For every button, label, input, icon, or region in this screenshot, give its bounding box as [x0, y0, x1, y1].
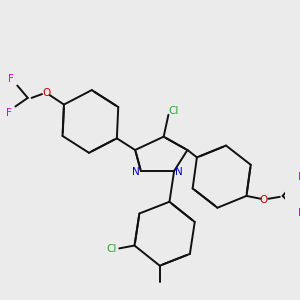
Text: Cl: Cl	[168, 106, 178, 116]
Text: F: F	[8, 74, 14, 84]
Text: N: N	[132, 167, 140, 177]
Text: F: F	[6, 108, 12, 118]
Text: N: N	[175, 167, 183, 177]
Text: Cl: Cl	[106, 244, 117, 254]
Text: F: F	[298, 208, 300, 218]
Text: O: O	[260, 195, 268, 205]
Text: O: O	[43, 88, 51, 98]
Text: F: F	[298, 172, 300, 182]
